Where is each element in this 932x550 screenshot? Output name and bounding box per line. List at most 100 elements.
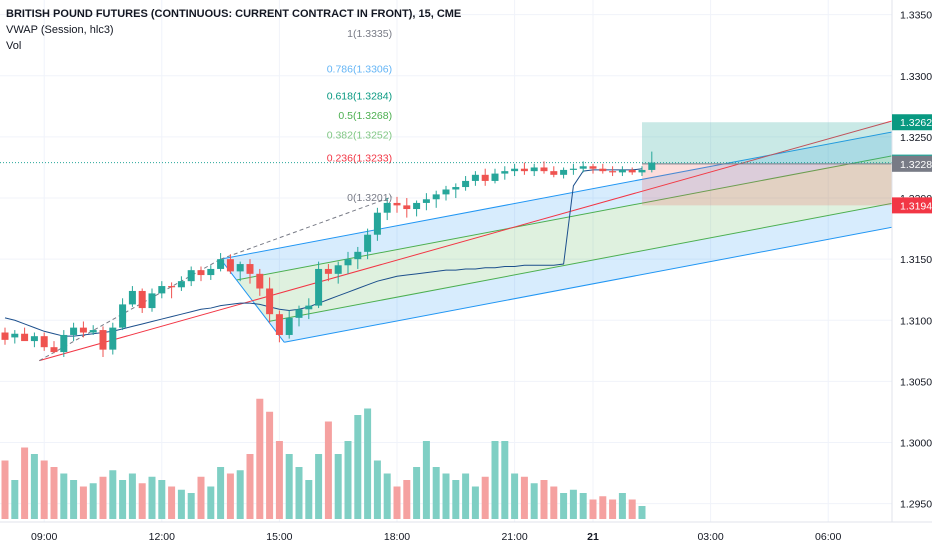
volume-bar — [354, 415, 362, 519]
volume-bar — [589, 499, 597, 519]
symbol-title[interactable]: BRITISH POUND FUTURES (CONTINUOUS: CURRE… — [6, 8, 462, 20]
volume-bar — [217, 467, 225, 519]
candle-body — [648, 162, 656, 170]
price-axis[interactable]: 1.33501.33001.32501.32001.31501.31001.30… — [891, 0, 932, 522]
candle — [285, 310, 293, 339]
candle-body — [295, 309, 303, 318]
vwap-legend[interactable]: VWAP (Session, hlc3) — [6, 24, 114, 36]
volume-bar — [158, 480, 166, 519]
candle-body — [618, 169, 626, 173]
volume-bar — [207, 486, 215, 519]
candle-body — [442, 189, 450, 195]
candle-body — [334, 265, 342, 274]
price-tag: 1.3194 — [892, 197, 932, 214]
candle — [354, 246, 362, 269]
price-tick-label: 1.3300 — [900, 71, 932, 83]
candle-body — [266, 288, 274, 315]
candle-body — [70, 327, 78, 335]
fib-level-label: 0(1.3201) — [347, 192, 392, 204]
volume-bar — [618, 493, 626, 519]
volume-bar — [246, 454, 254, 519]
fib-trend-line — [220, 196, 393, 260]
candle — [481, 168, 489, 186]
volume-bar — [305, 480, 313, 519]
price-tick-label: 1.3350 — [900, 10, 932, 22]
candle — [295, 305, 303, 327]
candle — [383, 198, 391, 221]
candle-body — [60, 334, 68, 353]
volume-bar — [560, 493, 568, 519]
candle-body — [158, 286, 166, 294]
price-tag-label: 1.3194 — [900, 200, 932, 212]
fib-level-label: 0.382(1.3252) — [327, 129, 392, 141]
volume-bar — [422, 441, 430, 519]
candle — [30, 332, 38, 348]
candle — [21, 327, 29, 342]
candle — [226, 254, 234, 274]
volume-bar — [501, 441, 509, 519]
volume-bars — [1, 398, 646, 519]
candle — [471, 171, 479, 186]
candle — [177, 276, 185, 291]
volume-bar — [393, 486, 401, 519]
candle — [1, 327, 9, 345]
volume-legend[interactable]: Vol — [6, 40, 22, 52]
volume-bar — [236, 470, 244, 519]
volume-bar — [99, 476, 107, 519]
candle — [344, 251, 352, 274]
candle-body — [373, 212, 381, 235]
candle — [109, 322, 117, 355]
candle-body — [207, 268, 215, 276]
candle-body — [364, 234, 372, 252]
price-tag-label: 1.3228 — [900, 159, 932, 171]
candle — [589, 163, 597, 174]
candle-body — [481, 174, 489, 181]
candle — [40, 332, 48, 351]
candle — [50, 341, 58, 354]
candle-body — [569, 168, 577, 170]
candle — [609, 166, 617, 177]
candle-body — [432, 194, 440, 200]
volume-bar — [266, 411, 274, 519]
volume-bar — [197, 476, 205, 519]
price-tag-bg — [892, 114, 932, 131]
candle — [442, 185, 450, 201]
fib-level-label: 1(1.3335) — [347, 28, 392, 40]
candle-body — [99, 330, 107, 350]
channel-fill — [236, 155, 892, 322]
volume-bar — [334, 454, 342, 519]
candle-body — [226, 259, 234, 272]
candle-body — [520, 168, 528, 172]
volume-bar — [177, 489, 185, 519]
candle-body — [40, 336, 48, 348]
candle-body — [540, 167, 548, 172]
candle — [207, 265, 215, 280]
candle — [70, 322, 78, 342]
candle-body — [11, 333, 19, 338]
volume-bar — [511, 473, 519, 519]
candle — [305, 298, 313, 320]
candle-body — [315, 268, 323, 306]
price-tick-label: 1.3250 — [900, 132, 932, 144]
candle — [422, 193, 430, 211]
volume-bar — [187, 493, 195, 519]
candle — [373, 207, 381, 241]
price-tag: 1.3262 — [892, 114, 932, 131]
volume-bar — [403, 480, 411, 519]
time-tick-label: 21 — [587, 531, 599, 543]
candle — [138, 288, 146, 313]
candle-body — [324, 268, 332, 274]
time-tick-label: 06:00 — [815, 531, 841, 543]
candle — [89, 325, 97, 335]
candle-body — [638, 169, 646, 173]
candle-body — [501, 171, 509, 174]
time-axis[interactable]: 09:00 12:00 15:00 18:00 21:00 21 03:00 06:00 — [0, 521, 932, 550]
candle-body — [422, 199, 430, 203]
volume-bar — [324, 421, 332, 519]
chart-legend: BRITISH POUND FUTURES (CONTINUOUS: CURRE… — [6, 6, 461, 54]
price-tick-label: 1.3100 — [900, 315, 932, 327]
volume-bar — [579, 493, 587, 519]
volume-bar — [21, 447, 29, 519]
candle — [403, 198, 411, 218]
